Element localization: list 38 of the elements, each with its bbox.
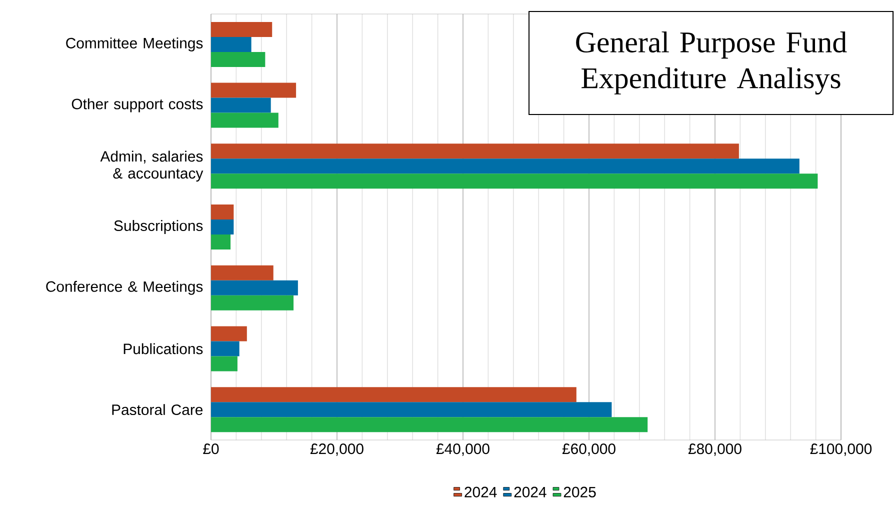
- bar: [211, 112, 278, 128]
- y-tick-label: Publications: [124, 343, 203, 354]
- bar: [211, 204, 234, 220]
- text: General Purpose Fund Expenditure Analisys: [576, 31, 847, 95]
- bar: [211, 52, 266, 67]
- bar: [211, 295, 294, 310]
- bar: [211, 82, 296, 98]
- bar: [211, 387, 576, 402]
- bar: [211, 280, 298, 296]
- bar: [211, 265, 274, 280]
- x-tick-label: £60,000: [562, 444, 616, 456]
- bar: [211, 356, 238, 372]
- x-tick-label: £0: [203, 444, 219, 454]
- legend-label: 2024: [464, 486, 497, 498]
- y-tick-label: Other support costs: [72, 98, 203, 112]
- bar: [211, 220, 234, 235]
- bar: [211, 174, 818, 189]
- y-tick-label: Pastoral Care: [112, 404, 203, 416]
- bar: [211, 417, 648, 432]
- bar: [211, 22, 272, 37]
- y-tick-label: Committee Meetings: [66, 37, 203, 52]
- bar: [211, 158, 800, 174]
- y-tick-label: Admin, salaries & accountacy: [100, 150, 204, 182]
- bar: [211, 36, 252, 52]
- x-tick-label: £40,000: [436, 444, 490, 456]
- bar: [211, 234, 231, 250]
- y-tick-label: Subscriptions: [114, 220, 203, 234]
- legend-label: 2024: [514, 486, 546, 498]
- x-tick-label: £80,000: [688, 444, 742, 456]
- bar: [211, 144, 739, 159]
- bar: [211, 341, 240, 356]
- bar: [211, 402, 612, 418]
- x-tick-label: £100,000: [810, 444, 872, 456]
- y-tick-label: Conference & Meetings: [46, 280, 203, 295]
- bar: [211, 98, 271, 113]
- x-tick-label: £20,000: [310, 444, 364, 456]
- legend-label: 2025: [564, 486, 596, 498]
- bar: [211, 326, 247, 342]
